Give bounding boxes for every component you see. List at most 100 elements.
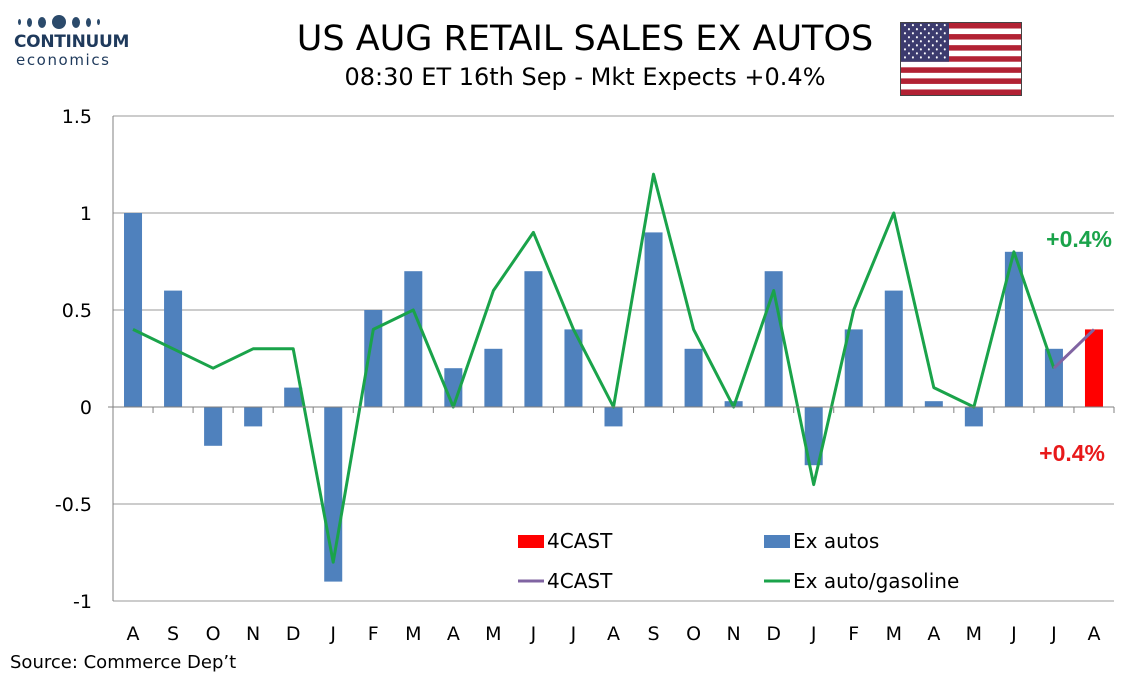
x-tick-label: D [766,623,781,645]
x-tick-label: J [1010,623,1017,645]
x-tick-label: M [966,623,982,645]
x-tick-label: N [727,623,741,645]
bar-ex-autos [404,271,423,407]
flag-stripe [901,67,1021,73]
legend-label: 4CAST [547,569,613,593]
legend-swatch [518,535,544,548]
flag-star [903,56,906,59]
us-flag-icon [900,22,1022,96]
flag-star [935,48,938,51]
flag-star [931,52,934,55]
annotation-bar-forecast: +0.4% [1039,440,1105,466]
flag-star [915,44,918,47]
logo-dot [27,17,32,27]
flag-stripe [901,39,1021,46]
logo-dot [18,19,21,25]
bar-ex-autos [684,348,703,407]
bar-ex-autos [1004,251,1023,407]
flag-star [931,36,934,39]
legend-label: Ex auto/gasoline [793,569,959,593]
bar-ex-autos [524,271,543,407]
flag-star [911,40,914,43]
flag-star [919,24,922,27]
flag-star [903,24,906,27]
y-tick-label: 0 [80,397,92,419]
flag-star [903,32,906,35]
logo-dot [38,16,46,28]
bar-ex-autos [604,407,623,427]
x-tick-label: A [607,623,620,645]
flag-star [939,36,942,39]
bar-ex-autos [564,329,583,407]
flag-star [919,56,922,59]
flag-stripe [901,28,1021,35]
flag-stripe [901,34,1021,40]
bar-4cast [1084,329,1103,407]
bar-ex-autos [644,232,663,407]
bar-ex-autos [204,407,223,446]
flag-stripe [901,83,1021,90]
bar-ex-autos [364,310,383,407]
logo-subtitle: economics [16,51,111,69]
flag-star [939,28,942,31]
flag-star [927,40,930,43]
flag-star [943,24,946,27]
x-tick-label: A [1087,623,1100,645]
flag-star [935,40,938,43]
x-tick-label: D [286,623,301,645]
x-tick-label: M [485,623,501,645]
flag-star [935,24,938,27]
x-tick-label: J [1050,623,1057,645]
bar-ex-autos [1044,348,1063,407]
y-tick-label: -1 [73,591,92,613]
flag-stripe [901,56,1021,62]
flag-star [935,56,938,59]
bar-ex-autos [284,387,303,407]
logo-dot [52,15,66,29]
chart-title: US AUG RETAIL SALES EX AUTOS [296,19,874,59]
flag-star [907,52,910,55]
continuum-logo: CONTINUUM economics [14,14,134,74]
y-tick-label: 1.5 [62,106,92,128]
x-tick-label: F [368,623,379,645]
x-tick-label: A [927,623,940,645]
bar-ex-autos [804,407,823,466]
flag-star [943,56,946,59]
flag-star [927,48,930,51]
flag-star [915,52,918,55]
flag-star [907,36,910,39]
flag-star [931,28,934,31]
flag-star [911,48,914,51]
bar-ex-autos [964,407,983,427]
x-tick-label: A [447,623,460,645]
flag-star [919,32,922,35]
bar-ex-autos [844,329,863,407]
annotation-line-forecast: +0.4% [1046,226,1112,252]
y-tick-label: 1 [80,203,92,225]
bar-ex-autos [124,213,143,407]
x-tick-label: M [886,623,902,645]
x-tick-label: N [246,623,260,645]
flag-star [943,32,946,35]
flag-star [911,24,914,27]
x-tick-label: A [127,623,140,645]
flag-star [903,48,906,51]
flag-stripe [901,45,1021,51]
flag-star [911,32,914,35]
bar-ex-autos [244,407,263,427]
source-note: Source: Commerce Dep’t [10,652,237,673]
flag-star [943,40,946,43]
flag-star [919,40,922,43]
logo-dot [86,17,91,27]
bar-ex-autos [884,290,903,407]
flag-star [923,44,926,47]
x-tick-label: F [848,623,859,645]
flag-star [903,40,906,43]
flag-star [915,36,918,39]
x-tick-label: J [329,623,336,645]
flag-star [923,28,926,31]
x-tick-label: M [405,623,421,645]
legend-label: Ex autos [793,529,879,553]
flag-star [923,52,926,55]
flag-stripe [901,23,1021,29]
